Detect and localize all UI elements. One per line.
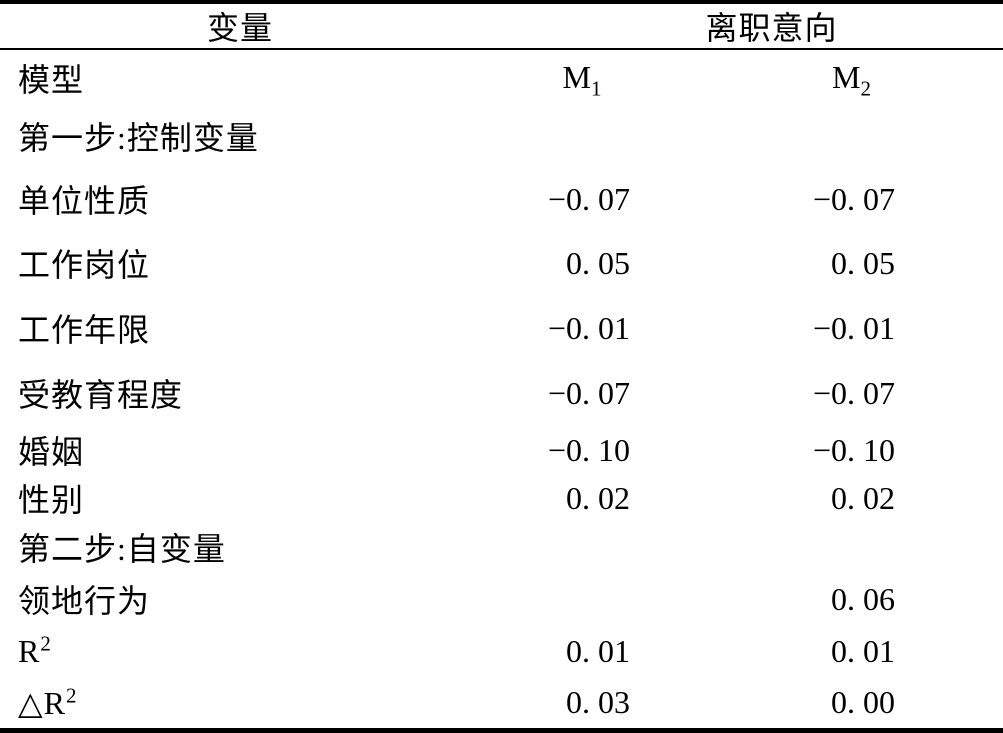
m2-value: −0. 07 bbox=[812, 180, 895, 217]
table-row-step1-section: 第一步:控制变量 bbox=[0, 105, 1003, 167]
table-row-job-position: 工作岗位 0. 05 0. 05 bbox=[0, 231, 1003, 295]
table-row-gender: 性别 0. 02 0. 02 bbox=[0, 475, 1003, 521]
row-label-text: 领地行为 bbox=[18, 583, 151, 619]
row-label: 性别 bbox=[0, 475, 480, 521]
row-label-text: 工作岗位 bbox=[18, 247, 151, 283]
row-label-sup: 2 bbox=[65, 682, 78, 707]
model-m1-header: M1 bbox=[480, 59, 640, 99]
table-header-row: 变量 离职意向 bbox=[0, 4, 1003, 50]
m1-value: 0. 03 bbox=[566, 684, 630, 720]
m1-value: −0. 07 bbox=[547, 374, 630, 411]
row-label: 单位性质 bbox=[0, 176, 480, 222]
row-label-text: 性别 bbox=[18, 482, 85, 518]
m1-value: 0. 02 bbox=[566, 479, 630, 516]
model-row: 模型 M1 M2 bbox=[0, 50, 1003, 105]
table-row-r-squared: R2 0. 01 0. 01 bbox=[0, 625, 1003, 677]
m1-value: −0. 07 bbox=[547, 180, 630, 217]
m2-value: 0. 02 bbox=[831, 479, 895, 516]
model-m2-subscript: 2 bbox=[860, 76, 871, 101]
row-label: 工作年限 bbox=[0, 305, 480, 351]
row-label: 第一步:控制变量 bbox=[0, 113, 480, 159]
row-label-text: 第一步:控制变量 bbox=[18, 120, 259, 156]
model-m1-base: M bbox=[562, 59, 591, 95]
row-label-sup: 2 bbox=[40, 630, 52, 655]
row-label: 婚姻 bbox=[0, 427, 480, 473]
m2-value: −0. 01 bbox=[812, 309, 895, 346]
m2-value: 0. 01 bbox=[831, 632, 895, 669]
m1-value: 0. 05 bbox=[566, 244, 630, 281]
m2-value: −0. 07 bbox=[812, 374, 895, 411]
m2-value: 0. 00 bbox=[831, 684, 895, 720]
row-label: 领地行为 bbox=[0, 576, 480, 622]
row-label-text: △R bbox=[18, 684, 66, 721]
m1-value: 0. 01 bbox=[566, 632, 630, 669]
model-m1-subscript: 1 bbox=[590, 76, 602, 101]
row-label: 第二步:自变量 bbox=[0, 524, 480, 570]
row-label: 受教育程度 bbox=[0, 370, 480, 416]
row-label: △R2 bbox=[0, 684, 480, 722]
header-outcome-turnover-intention: 离职意向 bbox=[705, 10, 838, 46]
m1-value: −0. 01 bbox=[547, 309, 630, 346]
table-row-unit-nature: 单位性质 −0. 07 −0. 07 bbox=[0, 167, 1003, 231]
table-row-step2-section: 第二步:自变量 bbox=[0, 521, 1003, 573]
row-label: 工作岗位 bbox=[0, 240, 480, 286]
table-row-marriage: 婚姻 −0. 10 −0. 10 bbox=[0, 425, 1003, 475]
model-row-label: 模型 bbox=[18, 61, 85, 98]
table-row-work-years: 工作年限 −0. 01 −0. 01 bbox=[0, 295, 1003, 361]
header-variable: 变量 bbox=[206, 10, 273, 46]
row-label-text: 婚姻 bbox=[18, 434, 85, 470]
row-label-text: R bbox=[18, 632, 41, 669]
m2-value: 0. 05 bbox=[831, 244, 895, 281]
model-m2-base: M bbox=[832, 59, 861, 95]
table-row-delta-r-squared: △R2 0. 03 0. 00 bbox=[0, 677, 1003, 728]
table-row-territorial-behavior: 领地行为 0. 06 bbox=[0, 573, 1003, 625]
row-label-text: 单位性质 bbox=[18, 183, 151, 219]
row-label-text: 受教育程度 bbox=[18, 377, 184, 413]
m2-value: −0. 10 bbox=[812, 431, 895, 468]
m1-value: −0. 10 bbox=[547, 431, 630, 468]
row-label-text: 第二步:自变量 bbox=[18, 531, 226, 567]
table-row-education-level: 受教育程度 −0. 07 −0. 07 bbox=[0, 361, 1003, 425]
m2-value: 0. 06 bbox=[831, 580, 895, 617]
model-m2-header: M2 bbox=[640, 59, 1003, 99]
row-label: R2 bbox=[0, 630, 480, 670]
row-label-text: 工作年限 bbox=[18, 312, 151, 348]
